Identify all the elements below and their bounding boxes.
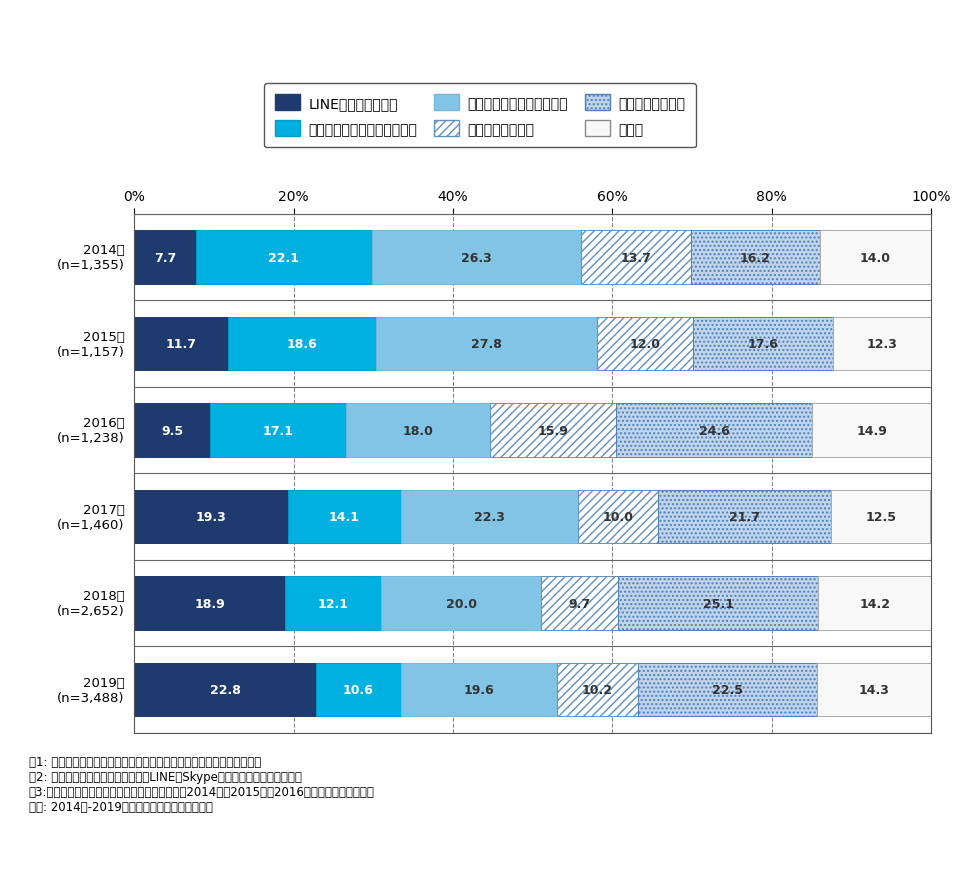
Bar — [134, 231, 196, 284]
Bar — [578, 490, 658, 544]
Bar — [582, 231, 690, 284]
Bar — [134, 404, 210, 458]
Text: 21.7: 21.7 — [729, 510, 760, 524]
Bar — [490, 404, 616, 458]
Bar — [210, 404, 347, 458]
Text: 9.7: 9.7 — [568, 597, 590, 610]
Text: 10.2: 10.2 — [582, 683, 612, 696]
Bar — [597, 317, 693, 371]
Bar — [820, 231, 931, 284]
Bar — [228, 317, 375, 371]
Text: 20.0: 20.0 — [445, 597, 476, 610]
Bar — [134, 577, 285, 630]
Text: 15.9: 15.9 — [538, 424, 568, 437]
Text: 14.3: 14.3 — [859, 683, 890, 696]
Text: 14.1: 14.1 — [329, 510, 360, 524]
Bar — [658, 490, 830, 544]
Text: 11.7: 11.7 — [165, 338, 197, 350]
Bar — [818, 577, 931, 630]
Bar — [690, 231, 820, 284]
Bar — [381, 577, 540, 630]
Bar — [134, 317, 228, 371]
Bar — [693, 317, 833, 371]
Text: 16.2: 16.2 — [739, 251, 771, 265]
Bar — [817, 663, 931, 717]
Bar — [134, 490, 288, 544]
Text: 22.8: 22.8 — [210, 683, 241, 696]
Bar — [375, 317, 597, 371]
Bar — [830, 490, 930, 544]
Text: 22.5: 22.5 — [712, 683, 743, 696]
Bar — [812, 404, 931, 458]
Text: 12.3: 12.3 — [867, 338, 898, 350]
Bar — [400, 663, 557, 717]
Text: 10.0: 10.0 — [603, 510, 634, 524]
Text: 14.9: 14.9 — [856, 424, 887, 437]
Bar — [638, 663, 817, 717]
Text: 27.8: 27.8 — [471, 338, 502, 350]
Text: 12.1: 12.1 — [318, 597, 348, 610]
Text: 9.5: 9.5 — [161, 424, 183, 437]
Text: 18.6: 18.6 — [286, 338, 317, 350]
Bar — [833, 317, 931, 371]
Text: 注1: スマホ・ケータイ所有者で，それぞれの連絡相手がいる人が回答。
注2: スマホ・ケータイでの通話は，LINEやSkypeなどを用いた通話も含む。
注3:「: 注1: スマホ・ケータイ所有者で，それぞれの連絡相手がいる人が回答。 注2: ス… — [29, 755, 374, 814]
Text: 25.1: 25.1 — [703, 597, 733, 610]
Text: 14.2: 14.2 — [859, 597, 890, 610]
Text: 14.0: 14.0 — [860, 251, 891, 265]
Text: 10.6: 10.6 — [343, 683, 373, 696]
Bar — [134, 663, 316, 717]
Bar — [372, 231, 582, 284]
Bar — [618, 577, 818, 630]
Text: 18.9: 18.9 — [194, 597, 225, 610]
Bar — [540, 577, 618, 630]
Bar — [288, 490, 400, 544]
Text: 22.1: 22.1 — [268, 251, 300, 265]
Bar — [196, 231, 372, 284]
Text: 22.3: 22.3 — [474, 510, 505, 524]
Bar — [347, 404, 490, 458]
Text: 18.0: 18.0 — [402, 424, 434, 437]
Bar — [316, 663, 400, 717]
Legend: LINEでのメッセージ, スマホ・ケータイでのメール, スマホ・ケータイでの通話, 固定電話での通話, 直接会って伝える, その他: LINEでのメッセージ, スマホ・ケータイでのメール, スマホ・ケータイでの通話… — [264, 84, 696, 148]
Text: 12.0: 12.0 — [630, 338, 660, 350]
Text: 17.1: 17.1 — [263, 424, 294, 437]
Bar — [285, 577, 381, 630]
Bar — [400, 490, 578, 544]
Text: 13.7: 13.7 — [620, 251, 652, 265]
Text: 19.3: 19.3 — [196, 510, 227, 524]
Text: 19.6: 19.6 — [464, 683, 494, 696]
Text: 17.6: 17.6 — [748, 338, 779, 350]
Text: 12.5: 12.5 — [865, 510, 896, 524]
Text: 26.3: 26.3 — [461, 251, 492, 265]
Bar — [557, 663, 638, 717]
Bar — [616, 404, 812, 458]
Text: 24.6: 24.6 — [699, 424, 730, 437]
Text: 7.7: 7.7 — [154, 251, 177, 265]
